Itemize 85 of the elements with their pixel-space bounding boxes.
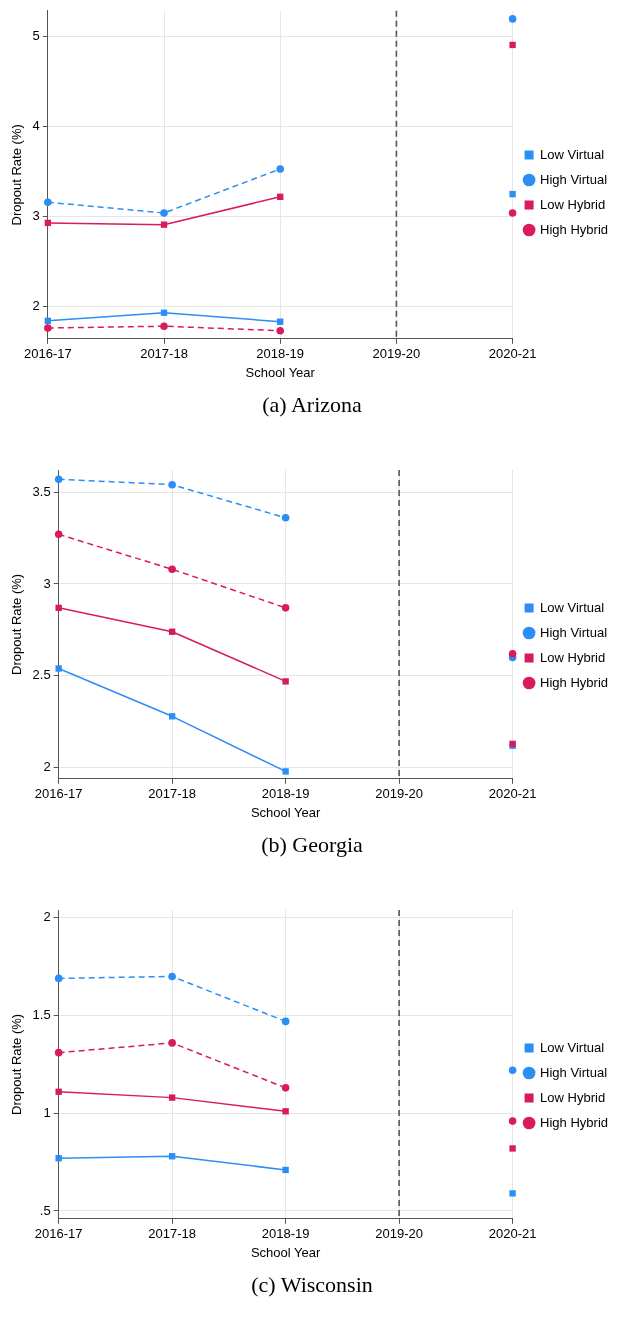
x-tick-label: 2019-20 <box>375 1226 423 1242</box>
point <box>508 15 517 23</box>
point <box>281 604 290 612</box>
point <box>168 972 176 981</box>
point <box>282 1166 289 1174</box>
y-tick-label: 2 <box>43 909 51 925</box>
legend-label: Low Virtual <box>540 1039 605 1055</box>
x-tick-label: 2020-21 <box>488 1226 537 1242</box>
point <box>168 1039 176 1047</box>
point <box>55 1155 62 1162</box>
point <box>509 1145 516 1152</box>
point <box>55 604 62 612</box>
point <box>509 1190 516 1197</box>
point <box>508 1117 517 1125</box>
point <box>160 209 168 217</box>
legend-label: Low Hybrid <box>540 1089 606 1105</box>
legend-label: High Virtual <box>540 1064 608 1080</box>
point <box>508 650 517 658</box>
text: (a) Arizona <box>261 392 363 418</box>
point <box>509 41 516 49</box>
point <box>44 324 52 332</box>
point <box>282 678 289 685</box>
legend-label: Low Hybrid <box>540 649 606 665</box>
y-axis-title: Dropout Rate (%) <box>9 1013 25 1115</box>
x-tick-label: 2017-18 <box>140 346 188 362</box>
y-tick-label: 3 <box>32 208 40 224</box>
y-tick-label: 2 <box>43 759 51 775</box>
point <box>281 1017 290 1026</box>
point <box>281 1084 290 1092</box>
point <box>281 513 290 522</box>
y-tick-label: 3 <box>43 575 51 591</box>
point <box>282 1108 289 1115</box>
y-tick-label: 2 <box>32 298 40 314</box>
x-tick-label: 2020-21 <box>488 346 537 362</box>
y-axis-title: Dropout Rate (%) <box>9 124 25 226</box>
x-tick-label: 2016-17 <box>23 346 72 362</box>
text: (b) Georgia <box>260 832 364 858</box>
y-tick-label: 4 <box>32 118 40 134</box>
point <box>160 221 168 228</box>
point <box>55 665 62 672</box>
y-tick-label: 3.5 <box>32 483 51 499</box>
point <box>508 209 517 217</box>
legend-label: High Virtual <box>540 624 608 640</box>
x-tick-label: 2019-20 <box>375 786 423 802</box>
x-axis-title: School Year <box>250 1244 321 1260</box>
point <box>168 480 176 489</box>
x-tick-label: 2016-17 <box>34 786 83 802</box>
y-tick-label: 5 <box>32 28 40 44</box>
legend-label: Low Hybrid <box>540 196 606 212</box>
point <box>55 1088 62 1095</box>
point <box>44 198 52 207</box>
point <box>54 974 63 983</box>
x-axis-title: School Year <box>250 804 321 820</box>
x-tick-label: 2018-19 <box>261 786 310 802</box>
legend-label: Low Virtual <box>540 146 605 162</box>
point <box>168 1094 176 1101</box>
legend-label: High Hybrid <box>540 1114 609 1130</box>
legend-label: High Hybrid <box>540 221 609 237</box>
x-tick-label: 2019-20 <box>372 346 421 362</box>
legend-label: High Hybrid <box>540 674 609 690</box>
x-tick-label: 2020-21 <box>488 786 537 802</box>
x-tick-label: 2017-18 <box>148 786 197 802</box>
y-axis-title: Dropout Rate (%) <box>9 573 25 675</box>
legend-label: High Virtual <box>540 171 608 187</box>
legend-label: Low Virtual <box>540 599 605 615</box>
point <box>282 768 289 775</box>
x-tick-label: 2016-17 <box>34 1226 83 1242</box>
point <box>168 565 176 574</box>
y-tick-label: 1 <box>43 1104 51 1120</box>
point <box>276 165 285 173</box>
point <box>509 190 516 198</box>
point <box>160 322 168 331</box>
y-tick-label: 1.5 <box>32 1007 51 1023</box>
point <box>276 326 285 335</box>
point <box>54 475 63 483</box>
x-tick-label: 2017-18 <box>148 1226 197 1242</box>
point <box>54 530 63 539</box>
y-tick-label: 2.5 <box>32 667 51 683</box>
text: (c) Wisconsin <box>250 1272 374 1298</box>
point <box>508 1066 517 1075</box>
x-tick-label: 2018-19 <box>261 1226 310 1242</box>
x-axis-title: School Year <box>245 364 316 380</box>
y-tick-label: .5 <box>39 1202 51 1218</box>
x-tick-label: 2018-19 <box>256 346 305 362</box>
point <box>54 1048 63 1057</box>
